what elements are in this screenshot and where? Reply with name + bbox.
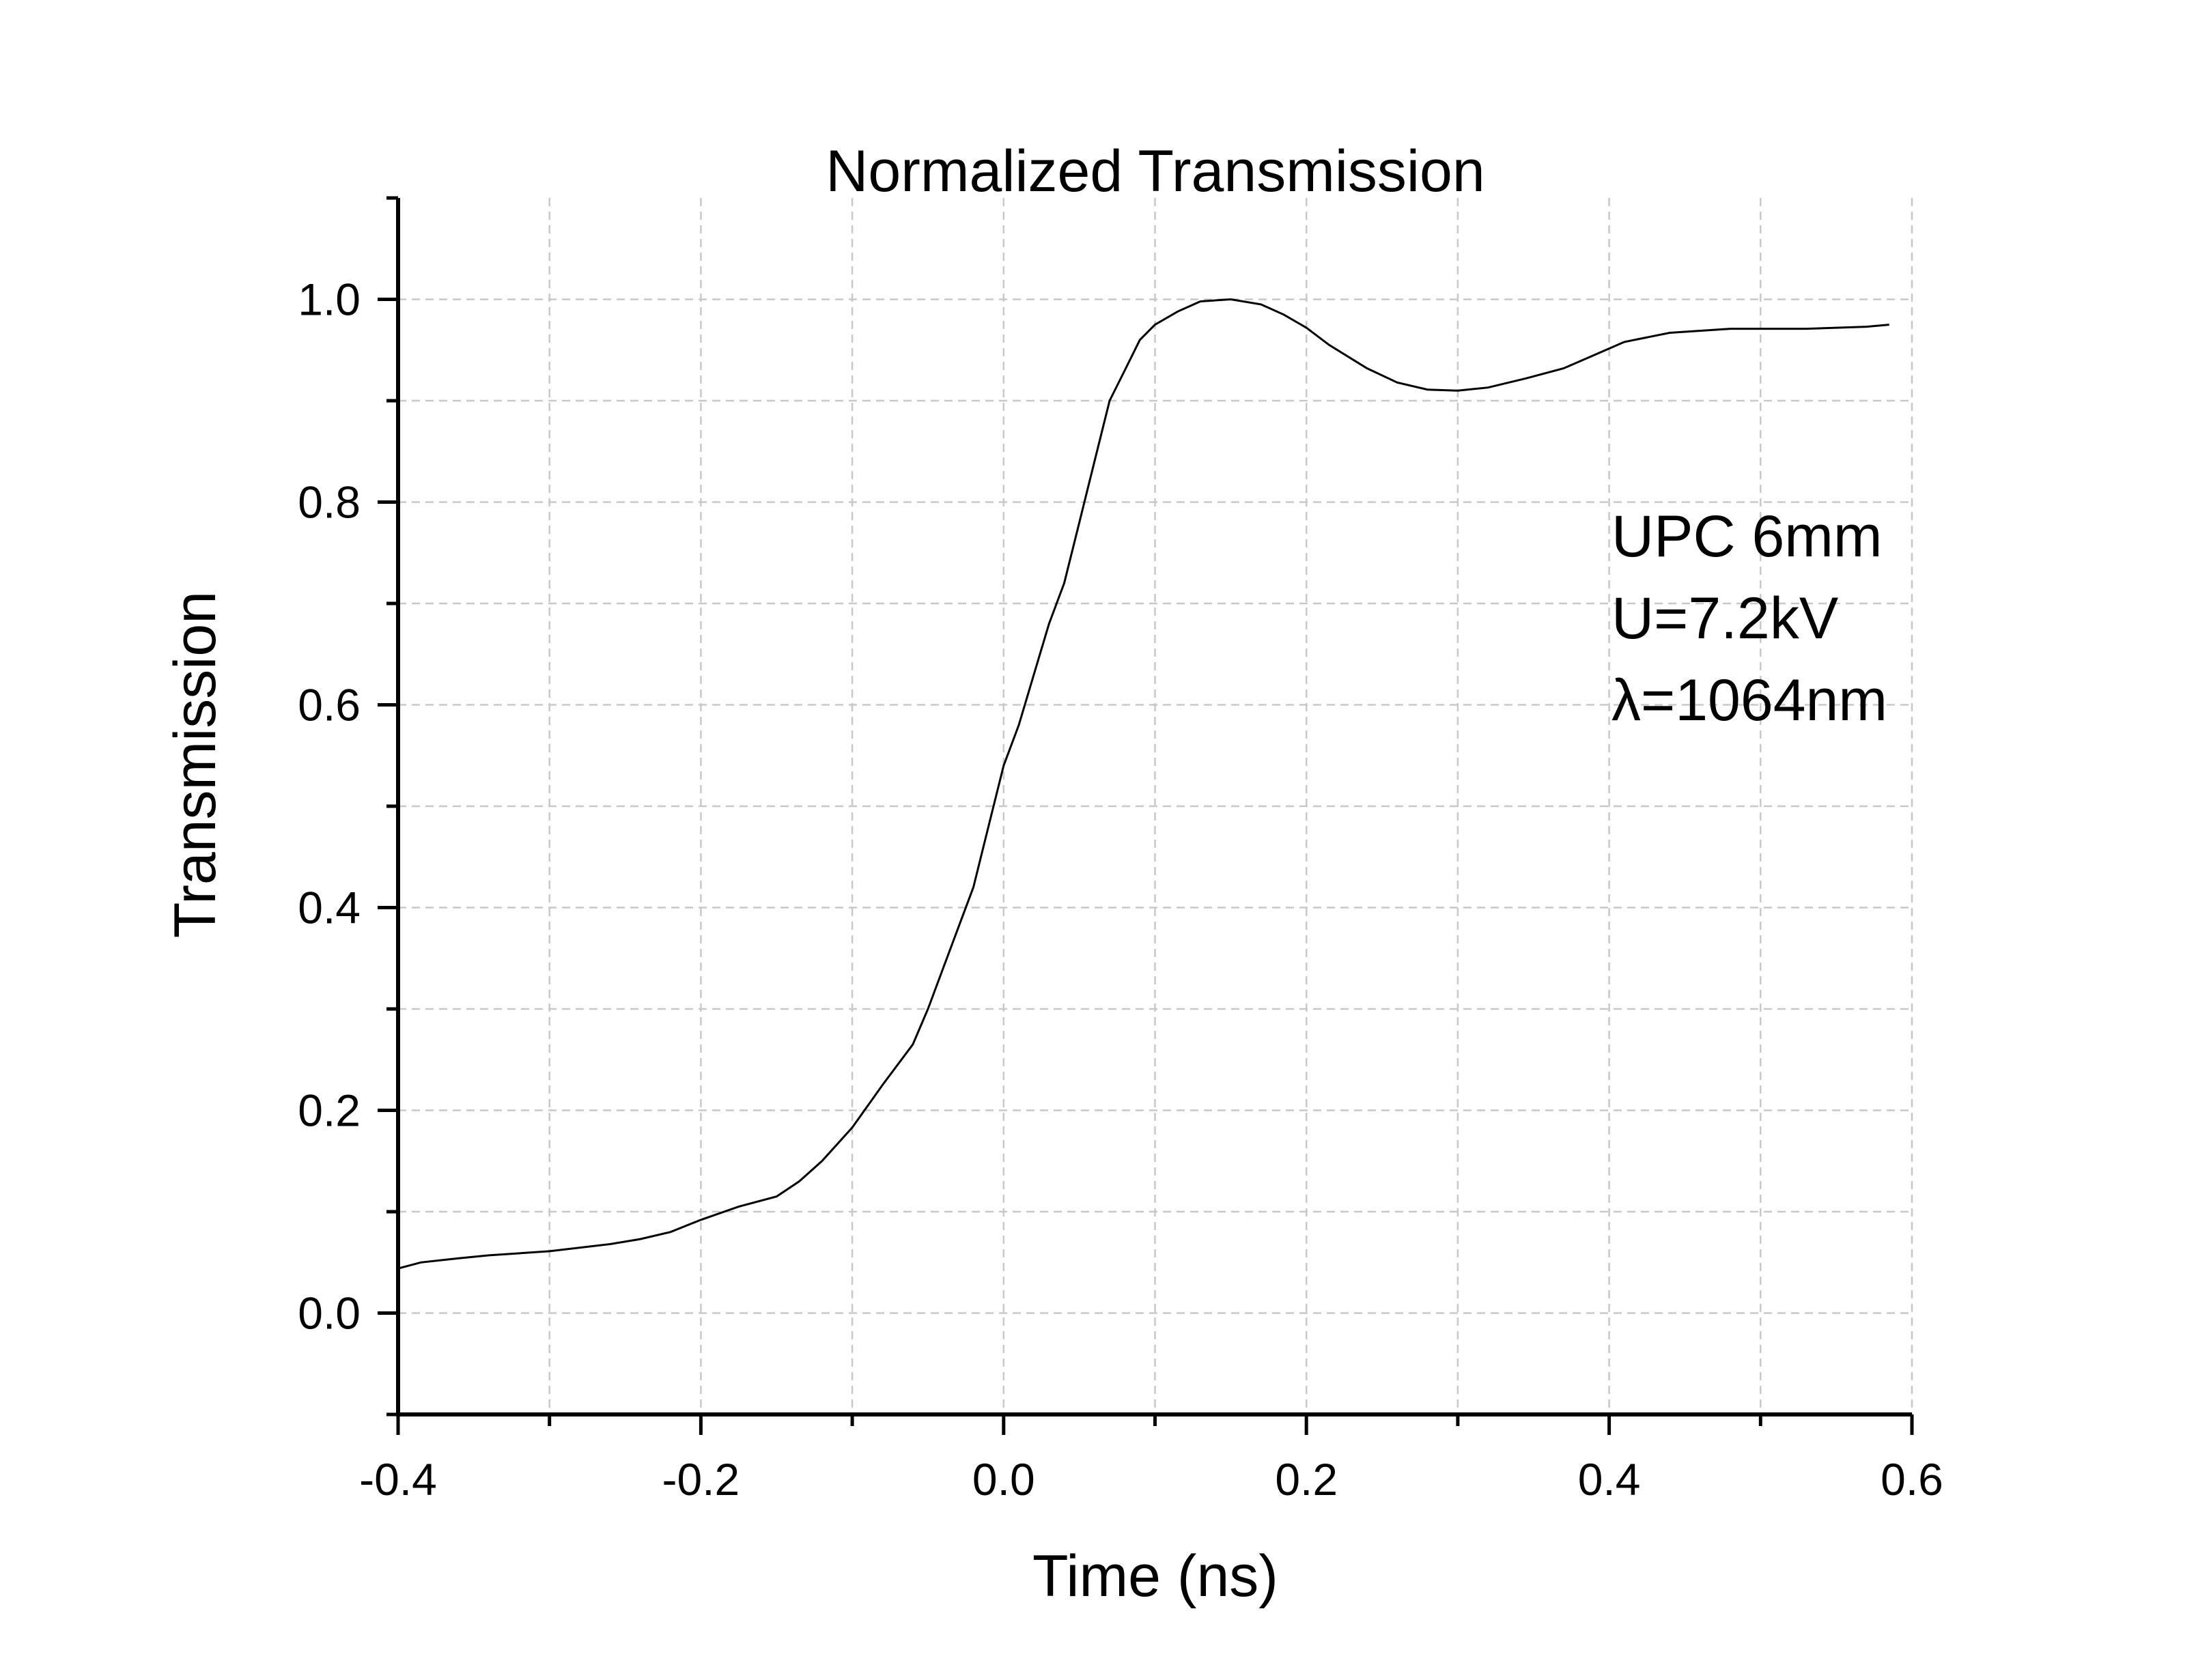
y-tick-label: 0.4 xyxy=(298,883,361,933)
annotation-device: UPC 6mm xyxy=(1611,504,1883,569)
tick-labels: -0.4 -0.2 0.0 0.2 0.4 0.6 0.0 0.2 0.4 0.6 0.8 1.0 xyxy=(298,274,1943,1505)
x-tick-label: -0.2 xyxy=(662,1454,740,1505)
plot-area xyxy=(397,298,1889,1270)
x-tick-label: 0.4 xyxy=(1578,1454,1641,1505)
x-tick-label: 0.6 xyxy=(1881,1454,1943,1505)
y-tick-label: 1.0 xyxy=(298,274,361,325)
y-tick-label: 0.0 xyxy=(298,1288,361,1339)
y-tick-label: 0.2 xyxy=(298,1085,361,1136)
x-tick-label: 0.2 xyxy=(1275,1454,1338,1505)
y-tick-label: 0.8 xyxy=(298,477,361,528)
annotation-voltage: U=7.2kV xyxy=(1611,586,1838,651)
y-tick-label: 0.6 xyxy=(298,680,361,730)
x-tick-label: 0.0 xyxy=(972,1454,1035,1505)
annotation-wavelength: λ=1064nm xyxy=(1611,668,1887,733)
axes xyxy=(378,196,1914,1435)
grid xyxy=(398,198,1913,1414)
series-line-transmission xyxy=(397,298,1889,1270)
y-axis-label: Transmission xyxy=(163,591,228,938)
chart-title: Normalized Transmission xyxy=(826,139,1484,204)
x-axis-label: Time (ns) xyxy=(1032,1543,1278,1609)
x-tick-label: -0.4 xyxy=(359,1454,437,1505)
